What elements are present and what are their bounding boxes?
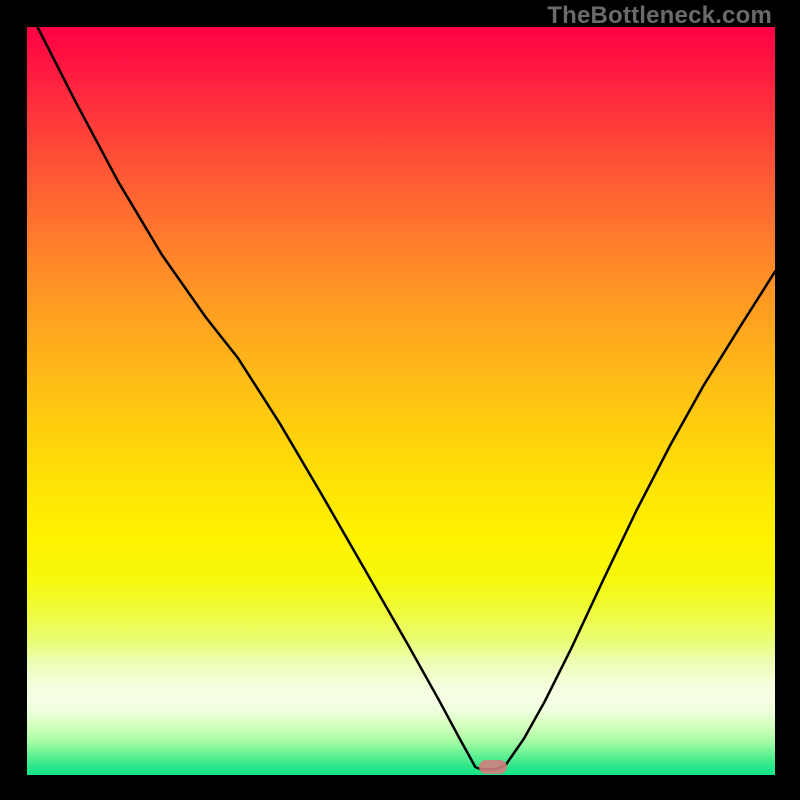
plot-svg bbox=[27, 27, 775, 775]
optimal-point-marker bbox=[479, 760, 507, 774]
chart-frame: TheBottleneck.com bbox=[0, 0, 800, 800]
plot-area bbox=[27, 27, 775, 775]
plot-background bbox=[27, 27, 775, 775]
